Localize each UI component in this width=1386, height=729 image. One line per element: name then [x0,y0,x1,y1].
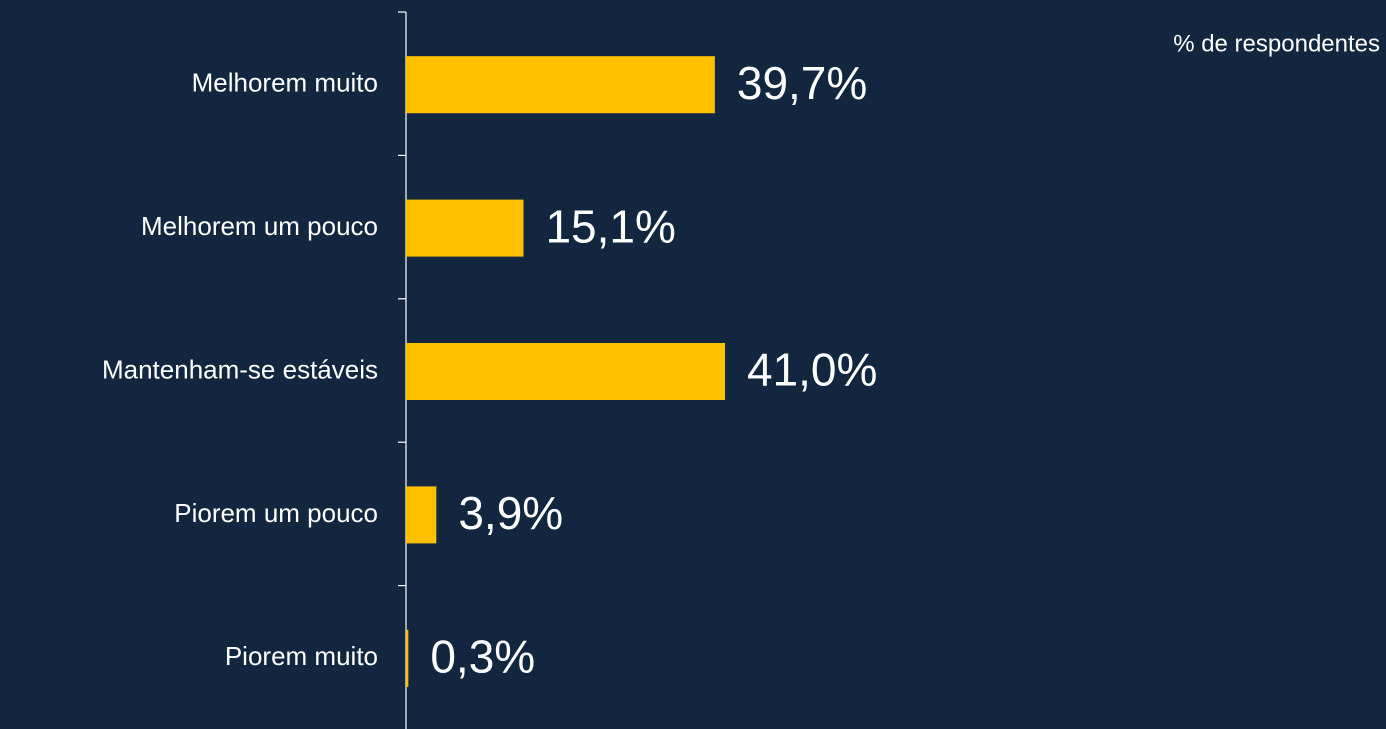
bar [406,199,524,257]
bar [406,629,409,687]
y-tick-label: Piorem um pouco [174,498,378,528]
value-label: 15,1% [545,200,675,252]
bar [406,56,715,114]
bar [406,486,437,544]
y-tick-label: Melhorem muito [192,68,378,98]
value-label: 39,7% [737,57,867,109]
y-tick-label: Mantenham-se estáveis [102,354,378,384]
y-tick-label: Melhorem um pouco [141,211,378,241]
y-tick-label: Piorem muito [225,641,378,671]
value-label: 0,3% [430,630,535,682]
value-label: 3,9% [458,487,563,539]
bar [406,343,725,400]
value-label: 41,0% [747,344,877,396]
subtitle: % de respondentes [1173,30,1380,57]
